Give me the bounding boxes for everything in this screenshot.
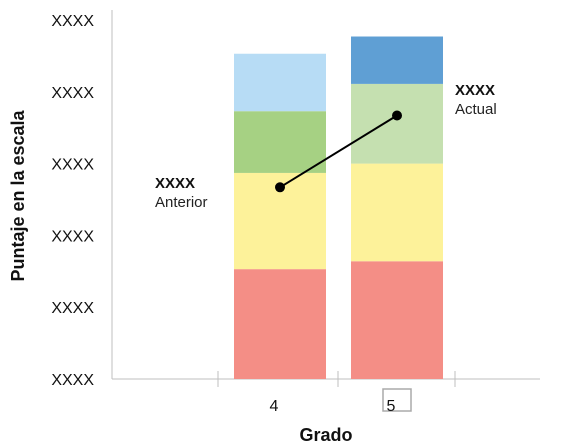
y-tick-label: XXXX — [51, 13, 94, 30]
score-point — [392, 110, 402, 121]
point-name-label: Actual — [455, 101, 497, 118]
point-labels: XXXX Anterior XXXX Actual — [155, 82, 497, 211]
score-line — [275, 110, 402, 193]
band-segment — [234, 269, 326, 379]
band-segment — [351, 36, 443, 84]
point-value-label: XXXX — [155, 175, 195, 192]
band-segment — [234, 111, 326, 173]
y-axis-title: Puntaje en la escala — [8, 109, 28, 281]
y-tick-label: XXXX — [51, 228, 94, 245]
band-segment — [234, 53, 326, 112]
point-name-label: Anterior — [155, 194, 208, 211]
y-tick-label: XXXX — [51, 85, 94, 102]
score-line-path — [279, 114, 398, 189]
point-value-label: XXXX — [455, 82, 495, 99]
score-bands — [234, 36, 443, 379]
highlighted-category-box — [382, 388, 412, 412]
y-tick-label: XXXX — [51, 372, 94, 389]
y-tick-label: XXXX — [51, 300, 94, 317]
band-segment — [351, 83, 443, 164]
x-axis-title: Grado — [299, 425, 352, 445]
y-axis-tick-labels: XXXX XXXX XXXX XXXX XXXX XXXX — [51, 13, 94, 389]
band-segment — [351, 163, 443, 262]
x-tick-label: 4 — [270, 398, 279, 415]
x-axis-tick-marks — [217, 371, 456, 387]
y-tick-label: XXXX — [51, 157, 94, 174]
band-segment — [351, 261, 443, 379]
x-tick-label: 5 — [387, 398, 396, 415]
score-point — [275, 182, 285, 193]
